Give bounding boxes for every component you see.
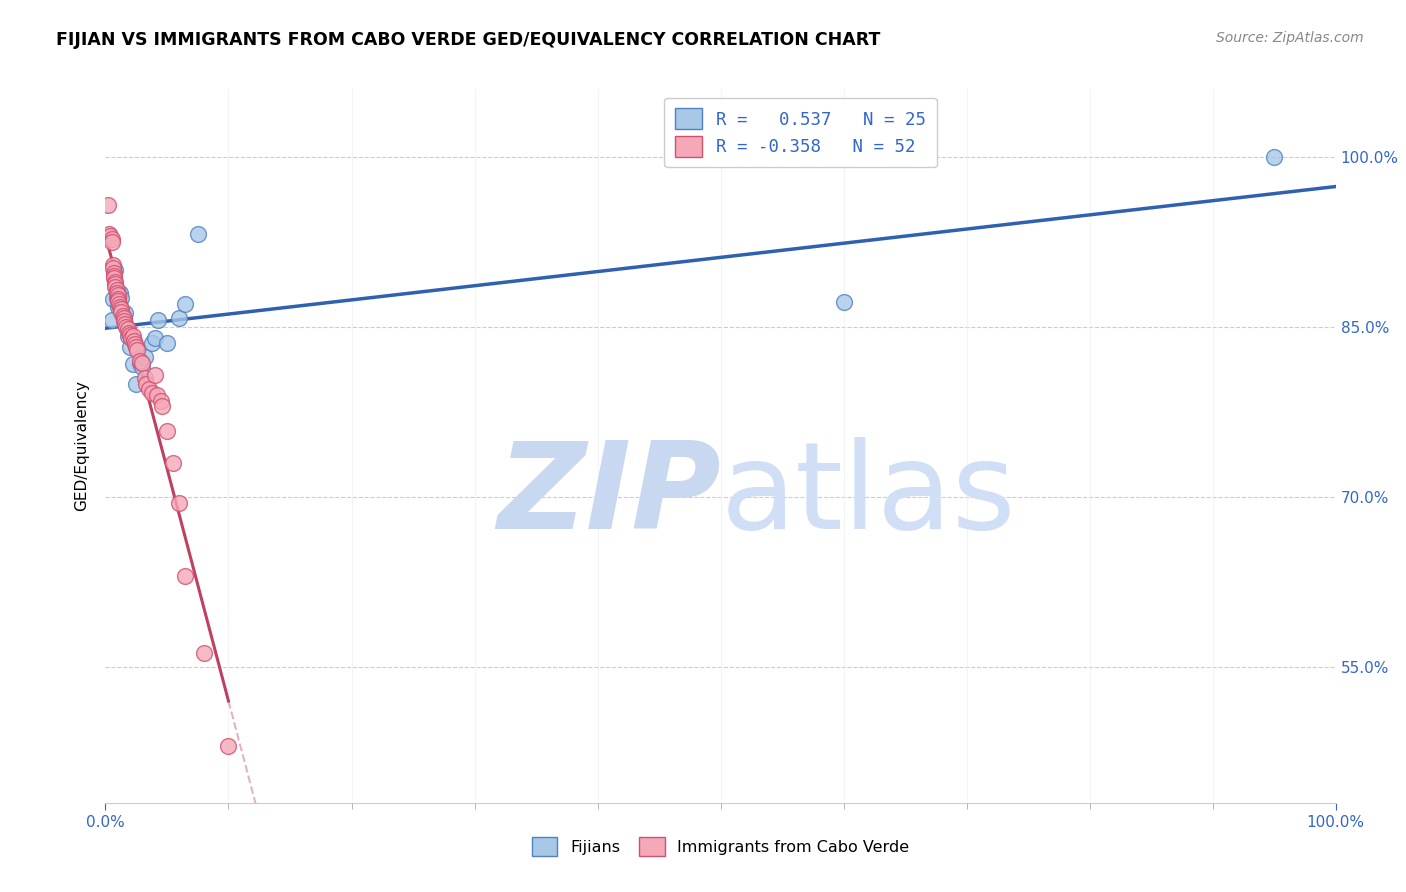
Point bbox=[101, 258, 124, 272]
Point bbox=[100, 232, 122, 246]
Point bbox=[121, 329, 143, 343]
Point bbox=[112, 312, 135, 326]
Point bbox=[101, 292, 124, 306]
Point bbox=[129, 356, 152, 370]
Point bbox=[120, 341, 141, 355]
Point bbox=[104, 280, 127, 294]
Point bbox=[105, 283, 128, 297]
Point bbox=[138, 383, 160, 397]
Point bbox=[141, 385, 163, 400]
Point bbox=[129, 354, 152, 368]
Point bbox=[104, 275, 127, 289]
Text: FIJIAN VS IMMIGRANTS FROM CABO VERDE GED/EQUIVALENCY CORRELATION CHART: FIJIAN VS IMMIGRANTS FROM CABO VERDE GED… bbox=[56, 31, 880, 49]
Point bbox=[112, 311, 135, 326]
Point bbox=[117, 329, 139, 343]
Point bbox=[110, 305, 132, 319]
Text: ZIP: ZIP bbox=[496, 437, 721, 555]
Point bbox=[156, 335, 179, 350]
Text: Source: ZipAtlas.com: Source: ZipAtlas.com bbox=[1216, 31, 1364, 45]
Legend: Fijians, Immigrants from Cabo Verde: Fijians, Immigrants from Cabo Verde bbox=[526, 830, 915, 863]
Point bbox=[149, 393, 172, 408]
Point bbox=[101, 261, 124, 276]
Point bbox=[114, 306, 136, 320]
Point bbox=[110, 291, 132, 305]
Point bbox=[187, 227, 209, 242]
Point bbox=[150, 400, 173, 414]
Point bbox=[111, 309, 134, 323]
Point bbox=[125, 376, 148, 391]
Point bbox=[107, 288, 129, 302]
Point bbox=[218, 739, 240, 754]
Point bbox=[174, 569, 197, 583]
Point bbox=[112, 314, 135, 328]
Point bbox=[107, 300, 129, 314]
Point bbox=[110, 300, 132, 314]
Y-axis label: GED/Equivalency: GED/Equivalency bbox=[75, 381, 90, 511]
Point bbox=[120, 328, 141, 343]
Point bbox=[104, 263, 127, 277]
Point bbox=[107, 293, 129, 308]
Point bbox=[110, 286, 132, 301]
Point bbox=[105, 291, 128, 305]
Point bbox=[156, 424, 179, 438]
Point bbox=[103, 271, 125, 285]
Point bbox=[120, 331, 142, 345]
Point bbox=[115, 320, 138, 334]
Text: atlas: atlas bbox=[721, 437, 1017, 555]
Point bbox=[110, 301, 132, 316]
Point bbox=[100, 235, 122, 249]
Point bbox=[121, 358, 143, 372]
Point bbox=[97, 198, 120, 212]
Point bbox=[103, 266, 125, 280]
Point bbox=[125, 341, 148, 355]
Point bbox=[135, 376, 157, 391]
Point bbox=[134, 350, 156, 364]
Point bbox=[104, 277, 127, 291]
Point bbox=[143, 368, 166, 382]
Point bbox=[131, 359, 153, 374]
Point bbox=[143, 331, 166, 345]
Point bbox=[169, 495, 191, 509]
Point bbox=[100, 313, 122, 327]
Point bbox=[103, 269, 125, 284]
Point bbox=[114, 317, 136, 331]
Point bbox=[105, 286, 128, 301]
Point bbox=[118, 326, 141, 340]
Point bbox=[134, 371, 156, 385]
Point bbox=[169, 311, 191, 326]
Point bbox=[108, 297, 131, 311]
Point bbox=[146, 388, 169, 402]
Point bbox=[107, 292, 129, 306]
Point bbox=[193, 646, 215, 660]
Point bbox=[148, 313, 170, 327]
Point bbox=[117, 322, 139, 336]
Point bbox=[832, 295, 855, 310]
Point bbox=[127, 343, 149, 357]
Point bbox=[98, 227, 121, 242]
Point bbox=[122, 334, 145, 348]
Point bbox=[174, 297, 197, 311]
Point bbox=[162, 456, 184, 470]
Point bbox=[98, 229, 122, 244]
Point bbox=[141, 335, 163, 350]
Point bbox=[124, 337, 146, 351]
Point bbox=[1263, 150, 1285, 164]
Point bbox=[131, 356, 153, 370]
